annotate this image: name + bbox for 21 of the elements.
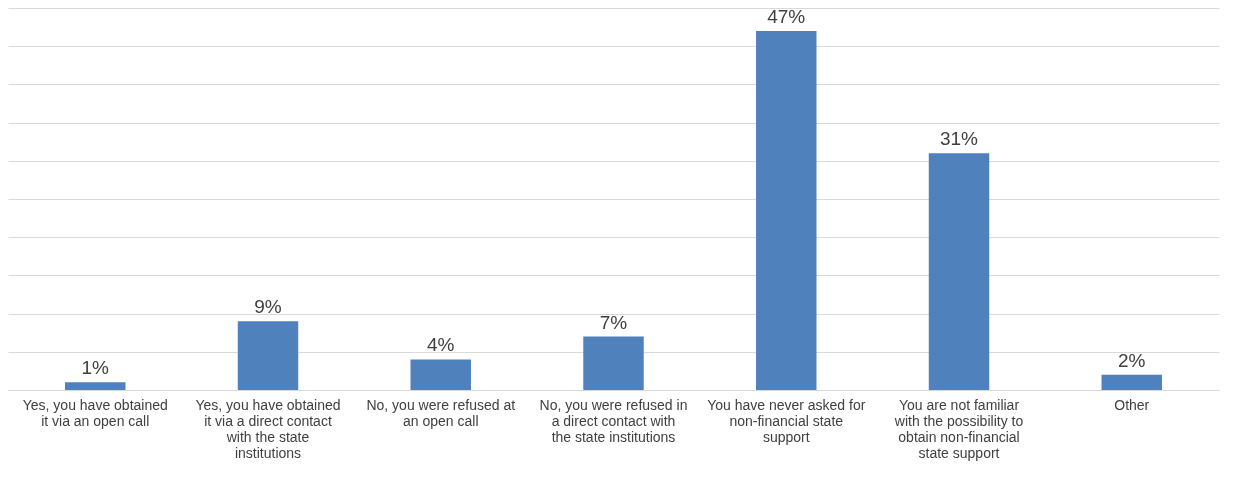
data-label: 31%: [939, 128, 979, 150]
x-tick-label: You are not familiar with the possibility to obtain non-financial state support: [893, 396, 1024, 461]
data-label: 1%: [81, 357, 110, 379]
bar: [410, 359, 471, 390]
bar: [65, 382, 126, 390]
x-tick-label: No, you were refused at an open call: [366, 396, 516, 429]
bar: [1101, 374, 1162, 390]
data-label: 2%: [1118, 349, 1146, 371]
data-label: 9%: [254, 296, 282, 318]
x-tick-label: Other: [1114, 396, 1150, 413]
bar: [756, 30, 817, 390]
bar: [237, 321, 299, 390]
x-tick-label: Yes, you have obtained it via a direct contact with the state institutions: [195, 396, 341, 461]
x-tick-label: Yes, you have obtained it via an open call: [22, 396, 168, 429]
data-label: 7%: [599, 311, 628, 333]
bar: [928, 153, 990, 390]
data-label: 47%: [767, 5, 806, 27]
x-tick-label: No, you were refused in a direct contact with the state institutions: [539, 396, 688, 445]
x-tick-label: You have never asked for non-financial state support: [707, 396, 866, 445]
data-label: 4%: [427, 334, 455, 356]
bar: [583, 336, 644, 390]
